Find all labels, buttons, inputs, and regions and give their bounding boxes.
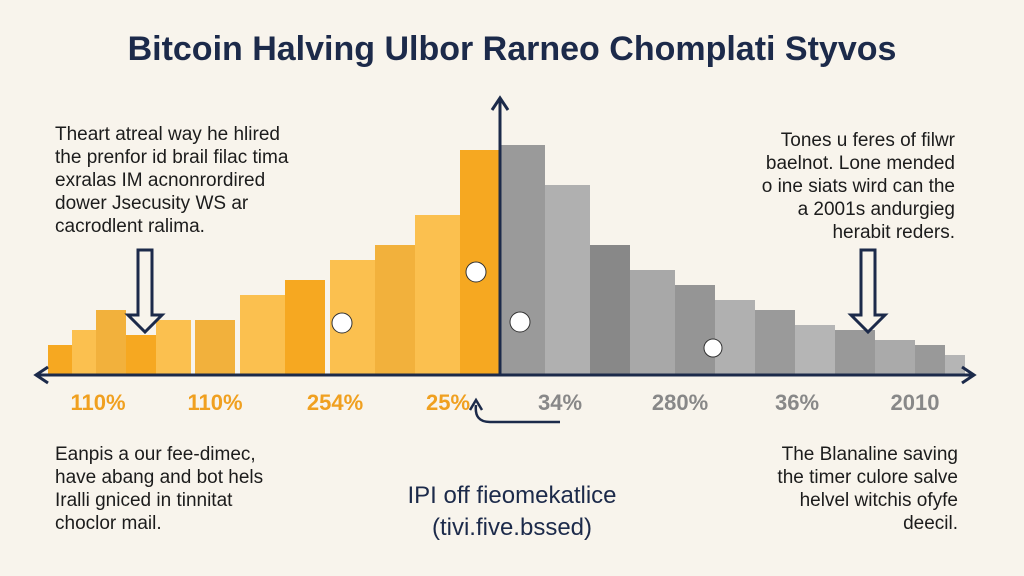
axis-label: 110% <box>187 390 242 415</box>
note-line: a 2001s andurgieg <box>798 199 955 220</box>
note-line: Theart atreal way he hlired <box>55 124 280 145</box>
orange-skyline <box>48 150 500 375</box>
note-line: deecil. <box>903 513 958 534</box>
center-caption: IPI off fieomekatlice (tivi.five.bssed) <box>408 482 617 541</box>
title: Bitcoin Halving Ulbor Rarneo Chomplati S… <box>128 30 897 68</box>
top-left-note: Theart atreal way he hlired the prenfor … <box>55 124 289 237</box>
top-right-note: Tones u feres of filwr baelnot. Lone men… <box>762 130 956 243</box>
note-line: helvel witchis ofyfe <box>800 490 958 511</box>
note-line: exralas IM acnonrordired <box>55 170 265 191</box>
note-line: Tones u feres of filwr <box>781 130 956 151</box>
note-line: The Blanaline saving <box>782 444 958 465</box>
axes <box>33 95 977 424</box>
note-line: choclor mail. <box>55 513 162 534</box>
caption-line: IPI off fieomekatlice <box>408 482 617 509</box>
bottom-right-note: The Blanaline saving the timer culore sa… <box>777 444 958 534</box>
note-line: o ine siats wird can the <box>762 176 955 197</box>
note-line: the prenfor id brail filac tima <box>55 147 289 168</box>
axis-label: 280% <box>652 390 708 415</box>
note-line: have abang and bot hels <box>55 467 263 488</box>
note-line: dower Jsecusity WS ar <box>55 193 249 214</box>
axis-labels: 110% 110% 254% 25% 34% 280% 36% 2010 <box>70 390 939 415</box>
note-line: baelnot. Lone mended <box>766 153 955 174</box>
axis-label: 110% <box>70 390 125 415</box>
note-line: cacrodlent ralima. <box>55 216 205 237</box>
caption-line: (tivi.five.bssed) <box>432 514 592 541</box>
note-line: the timer culore salve <box>777 467 958 488</box>
note-line: Eanpis a our fee-dimec, <box>55 444 256 465</box>
note-line: Iralli gniced in tinnitat <box>55 490 233 511</box>
bottom-left-note: Eanpis a our fee-dimec, have abang and b… <box>55 444 263 534</box>
axis-label: 34% <box>538 390 582 415</box>
axis-label: 36% <box>775 390 819 415</box>
axis-label: 2010 <box>891 390 940 415</box>
axis-label: 25% <box>426 390 470 415</box>
grey-skyline <box>500 145 965 375</box>
axis-label: 254% <box>307 390 363 415</box>
note-line: herabit reders. <box>832 222 955 243</box>
